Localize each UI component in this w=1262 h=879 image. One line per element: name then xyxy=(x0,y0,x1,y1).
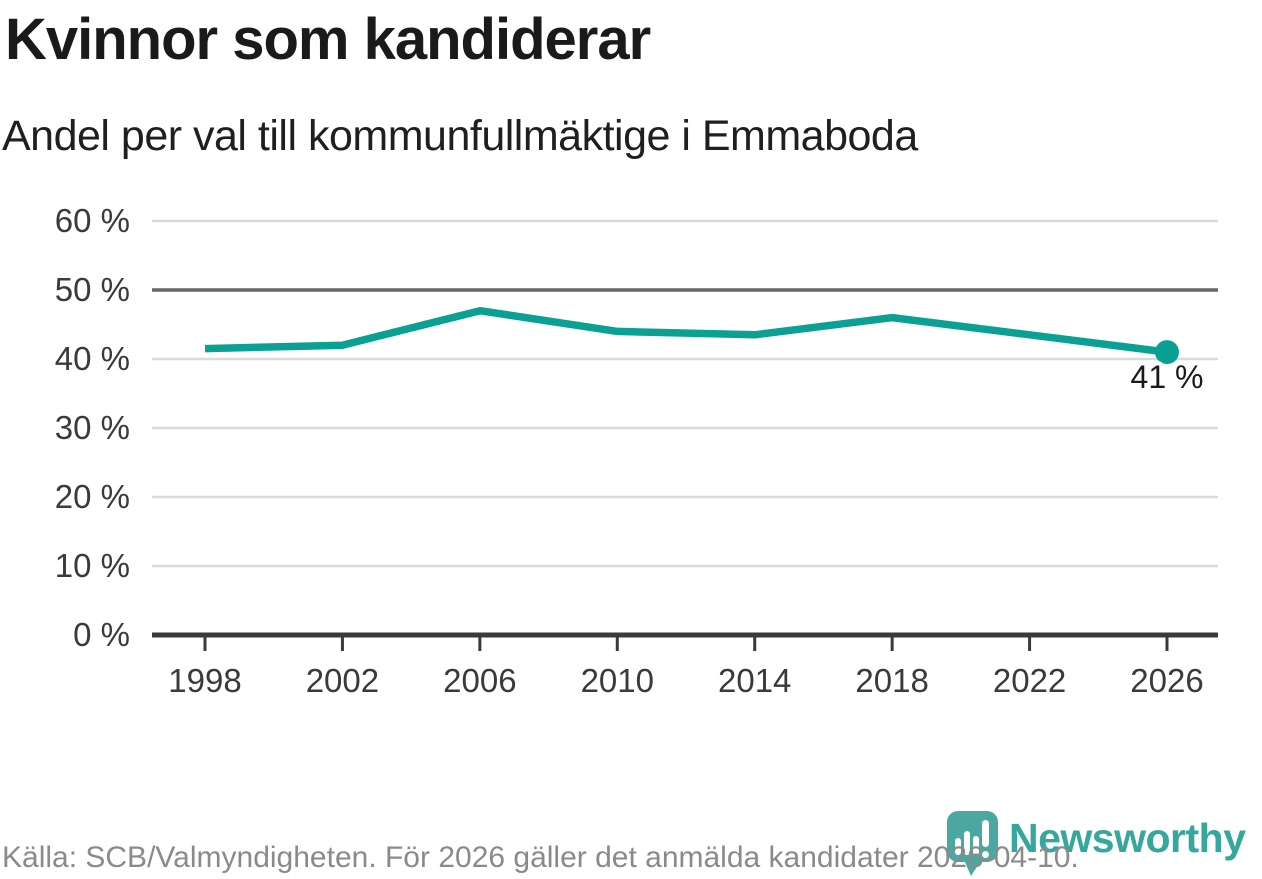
x-axis-tick-label: 2022 xyxy=(993,662,1066,699)
x-axis-tick-label: 2018 xyxy=(855,662,928,699)
y-axis-tick-label: 40 % xyxy=(55,340,130,377)
x-axis-tick-label: 2006 xyxy=(443,662,516,699)
y-axis-tick-label: 60 % xyxy=(55,202,130,239)
newsworthy-wordmark: Newsworthy xyxy=(1009,815,1246,861)
y-axis-tick-label: 20 % xyxy=(55,478,130,515)
y-axis-tick-label: 0 % xyxy=(73,616,130,653)
x-axis-tick-label: 2026 xyxy=(1130,662,1203,699)
end-point-marker xyxy=(1155,340,1179,365)
y-axis-tick-label: 10 % xyxy=(55,547,130,584)
y-axis-tick-label: 50 % xyxy=(55,271,130,308)
data-line xyxy=(204,306,1168,356)
x-axis-tick-label: 2014 xyxy=(718,662,791,699)
page-subtitle: Andel per val till kommunfullmäktige i E… xyxy=(2,112,918,160)
x-axis-tick-label: 2010 xyxy=(581,662,654,699)
newsworthy-logo: Newsworthy xyxy=(944,808,1246,879)
end-point-label: 41 % xyxy=(1131,359,1204,395)
x-axis-tick-label: 1998 xyxy=(168,662,241,699)
source-note: Källa: SCB/Valmyndigheten. För 2026 gäll… xyxy=(2,841,1079,874)
newsworthy-pin-chart-icon xyxy=(947,811,998,876)
page-title: Kvinnor som kandiderar xyxy=(5,7,651,72)
x-axis-tick-label: 2002 xyxy=(306,662,379,699)
y-axis-tick-label: 30 % xyxy=(55,409,130,446)
